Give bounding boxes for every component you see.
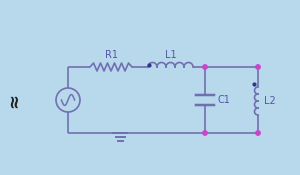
Text: L1: L1 [165,50,176,60]
Circle shape [203,131,207,135]
Text: C1: C1 [217,95,230,105]
Circle shape [256,65,260,69]
Text: R1: R1 [104,50,118,60]
Text: L2: L2 [264,96,276,106]
Text: ≈: ≈ [5,92,23,108]
Circle shape [203,65,207,69]
Circle shape [256,131,260,135]
